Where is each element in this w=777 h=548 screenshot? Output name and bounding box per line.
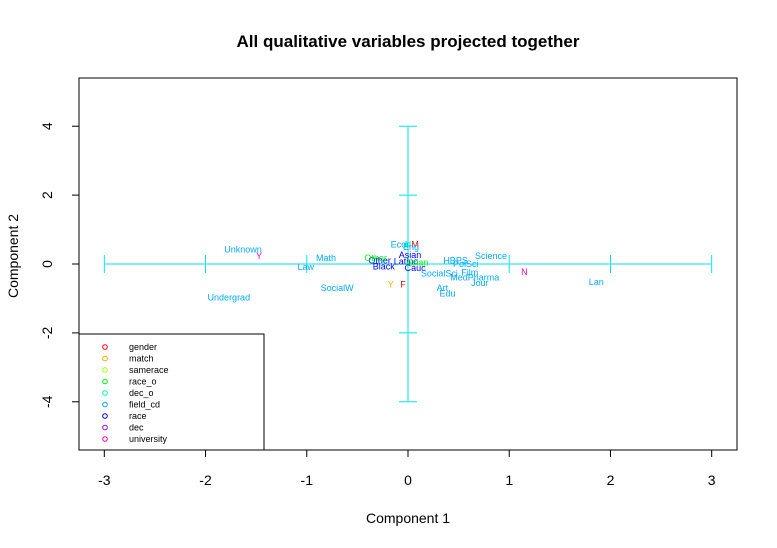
legend-marker (102, 390, 108, 396)
point-label: Latino (394, 257, 419, 267)
x-tick-label: 0 (404, 472, 412, 488)
x-tick-label: 3 (708, 472, 716, 488)
y-tick-label: 4 (39, 122, 55, 130)
legend-marker (102, 344, 108, 350)
point-label: SocialW (321, 283, 355, 293)
point-label: Science (475, 251, 507, 261)
point-label: Y (388, 280, 394, 290)
legend-marker (102, 355, 108, 362)
legend-label: dec_o (129, 388, 154, 398)
point-label: M (411, 239, 419, 249)
legend-marker (102, 378, 108, 385)
reference-lines (103, 125, 713, 403)
legend-marker (102, 401, 108, 408)
x-axis-label: Component 1 (366, 510, 450, 526)
point-label: N (521, 267, 528, 277)
point-label: Lan (589, 277, 604, 287)
legend-label: race_o (129, 377, 157, 387)
point-label: SocialSci (421, 268, 458, 278)
legend-label: gender (129, 342, 157, 352)
point-label: Other (364, 253, 387, 263)
point-label: Jour (471, 278, 489, 288)
point-label: N (405, 239, 412, 249)
legend-marker (102, 424, 108, 431)
point-label: Law (297, 262, 314, 272)
y-axis: -4 -2 0 2 4 (39, 122, 80, 408)
legend-box (78, 333, 265, 451)
x-tick-label: -3 (98, 472, 111, 488)
legend-marker (102, 413, 108, 419)
legend-label: dec (129, 423, 144, 433)
x-tick-label: 1 (505, 472, 513, 488)
point-label: Art (437, 283, 449, 293)
x-tick-label: -1 (301, 472, 314, 488)
legend-label: university (129, 434, 168, 444)
legend-label: race (129, 411, 147, 421)
point-label: Eng (403, 242, 419, 252)
chart-title: All qualitative variables projected toge… (237, 32, 580, 51)
point-label: Black (373, 261, 396, 271)
point-label: Film (461, 267, 478, 277)
x-tick-label: 2 (607, 472, 615, 488)
point-label: Undergrad (208, 292, 251, 302)
y-axis-label: Component 2 (5, 214, 21, 298)
y-tick-label: 2 (39, 191, 55, 199)
legend-label: field_cd (129, 400, 160, 410)
point-label: Asian (406, 258, 429, 268)
point-label: MedPharma (450, 272, 499, 282)
y-tick-label: -2 (39, 326, 55, 339)
point-label: Y (256, 251, 262, 261)
legend-label: match (129, 354, 154, 364)
point-label: Asian (399, 250, 422, 260)
y-tick-label: 0 (39, 260, 55, 268)
point-label: Unknown (224, 245, 262, 255)
legend-label: samerace (129, 365, 169, 375)
point-label: PolSci (453, 259, 479, 269)
point-label: HBPS (443, 256, 468, 266)
point-label: Other (368, 256, 391, 266)
x-axis: -3 -2 -1 0 1 2 3 (98, 449, 716, 488)
legend-marker (102, 436, 108, 442)
point-label: Math (316, 253, 336, 263)
point-label: Cauc (405, 263, 427, 273)
point-label: Econ (391, 239, 412, 249)
point-label: F (400, 280, 406, 290)
x-tick-label: -2 (199, 472, 212, 488)
point-label: Edu (439, 288, 455, 298)
legend-marker (102, 367, 108, 373)
y-tick-label: -4 (39, 395, 55, 408)
